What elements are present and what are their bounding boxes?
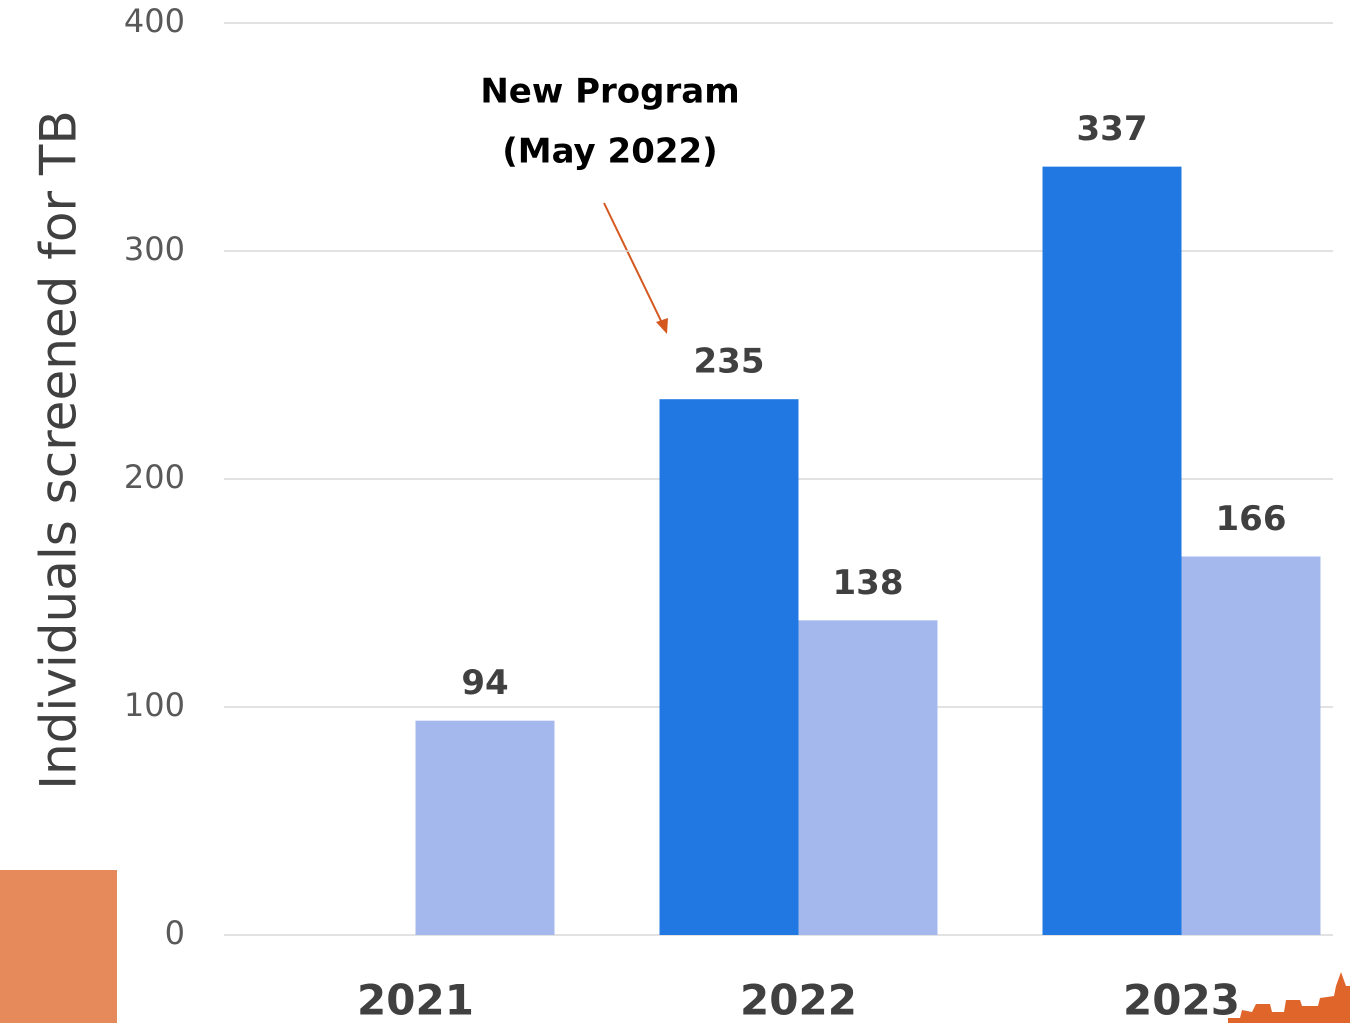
data-label: 166 xyxy=(1216,499,1287,539)
bar xyxy=(659,399,799,935)
annotation: New Program xyxy=(480,72,739,112)
annotation: (May 2022) xyxy=(502,132,717,172)
data-label: 235 xyxy=(694,342,765,382)
x-tick-label: 2022 xyxy=(740,976,857,1023)
decoration-block xyxy=(0,870,117,1023)
y-tick-label: 100 xyxy=(124,686,185,724)
bar xyxy=(1181,556,1321,935)
data-label: 337 xyxy=(1077,109,1148,149)
skyline-icon xyxy=(1228,972,1350,1023)
bar xyxy=(1042,166,1182,935)
y-tick-label: 300 xyxy=(124,230,185,268)
bar xyxy=(798,620,938,935)
annotation-arrow xyxy=(603,202,664,326)
data-label: 138 xyxy=(833,563,904,603)
y-axis-label: Individuals screened for TB xyxy=(30,110,88,790)
y-tick-label: 200 xyxy=(124,458,185,496)
bar xyxy=(415,720,555,935)
y-tick-label: 400 xyxy=(124,2,185,40)
x-tick-label: 2023 xyxy=(1123,976,1240,1023)
y-tick-label: 0 xyxy=(165,914,185,952)
x-tick-label: 2021 xyxy=(357,976,474,1023)
annotation-arrowhead xyxy=(656,318,668,334)
data-label: 94 xyxy=(461,663,508,703)
